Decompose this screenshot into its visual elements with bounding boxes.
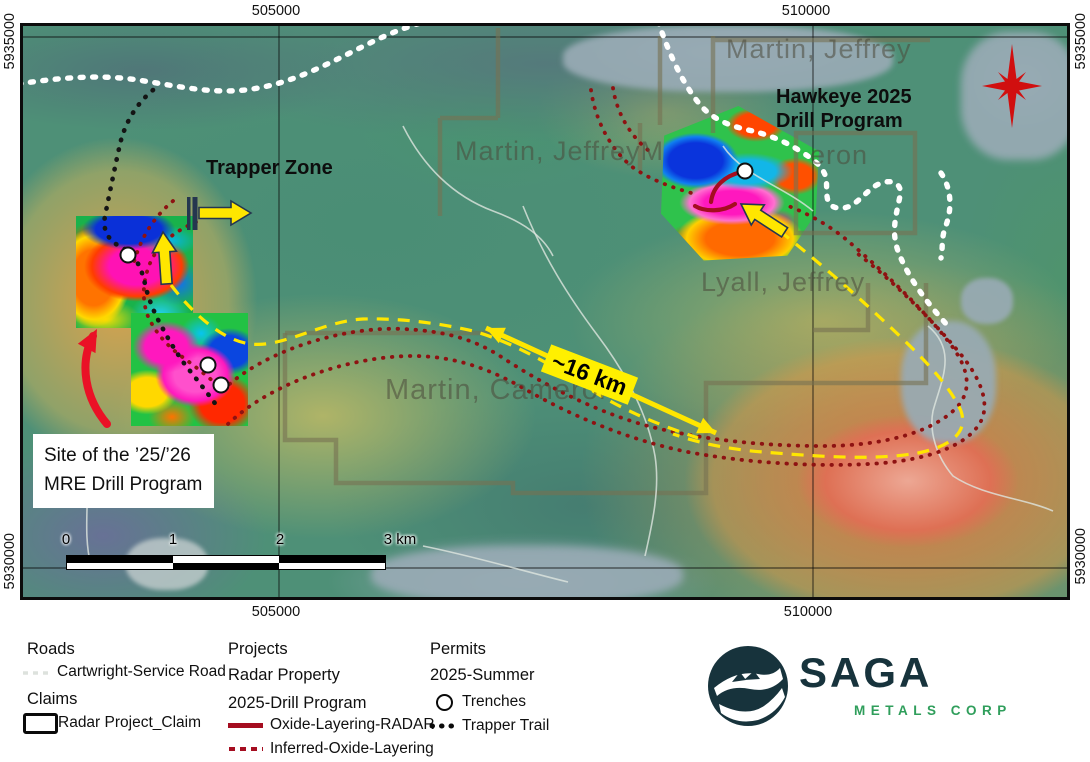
trail-dotted-symbol (429, 723, 462, 729)
compass-north-icon (982, 44, 1042, 128)
road-dashed-symbol (23, 671, 53, 675)
legend-claims-header: Claims (27, 690, 78, 708)
northing-label-bottomleft: 5930000 (2, 533, 18, 590)
trapper-zone-label: Trapper Zone (206, 157, 333, 179)
easting-label-top-505000: 505000 (251, 3, 301, 19)
yellow-dashed-corridor (169, 216, 965, 459)
easting-label-top-510000: 510000 (781, 3, 831, 19)
easting-label-bottom-510000: 510000 (783, 604, 833, 620)
claim-rect-symbol (23, 713, 58, 734)
annotation-arrows (150, 193, 792, 286)
cartwright-service-road-line (23, 26, 953, 329)
trapper-trail-line (102, 87, 220, 409)
mre-note-box: Site of the ’25/’26 MRE Drill Program (33, 434, 215, 508)
mre-note-line2: MRE Drill Program (44, 473, 203, 495)
map-canvas: Martin, Jeffrey Martin, JeffreyM eron Ly… (20, 23, 1070, 600)
oxide-layering-radar-line (692, 169, 744, 213)
legend-oxide-item: Oxide-Layering-RADAR (270, 716, 435, 733)
trench-markers (119, 162, 754, 394)
northing-label-topleft: 5935000 (2, 13, 18, 70)
legend-permits-header: Permits (430, 640, 486, 658)
scalebar-tick-2: 2 (275, 531, 285, 548)
scalebar-tick-3: 3 km (383, 531, 417, 548)
legend-road-item: Cartwright-Service Road (57, 663, 226, 680)
scalebar-tick-0: 0 (61, 531, 71, 548)
legend-2025-summer: 2025-Summer (430, 666, 535, 684)
map-linework (23, 26, 1067, 597)
claim-label-martin-jeffrey: Martin, Jeffrey (726, 34, 912, 64)
scalebar-tick-1: 1 (168, 531, 178, 548)
lake-small-right (961, 278, 1013, 324)
mre-callout-arrow (77, 329, 111, 428)
hawkeye-label: Hawkeye 2025 Drill Program (776, 86, 912, 133)
logo-title: SAGA (799, 649, 933, 696)
northing-label-topright: 5935000 (1073, 13, 1089, 70)
legend-trenches-item: Trenches (462, 693, 527, 710)
claim-label-lyall-jeffrey: Lyall, Jeffrey (701, 267, 866, 297)
hawkeye-label-line2: Drill Program (776, 109, 903, 132)
oxide-dashed-symbol (229, 747, 263, 751)
legend-inferred-item: Inferred-Oxide-Layering (270, 740, 434, 757)
legend-projects-header: Projects (228, 640, 288, 658)
saga-logo-icon (708, 646, 788, 726)
hawkeye-label-line1: Hawkeye 2025 (776, 86, 912, 108)
scalebar (66, 555, 386, 570)
claim-label-eron: eron (810, 140, 869, 170)
claim-label-martin-jeffreym: Martin, JeffreyM (455, 136, 665, 166)
logo-subtitle: METALS CORP (854, 703, 1012, 718)
trapper-magnetics-inset-lower (131, 313, 248, 426)
oxide-solid-symbol (228, 723, 263, 728)
mre-note-line1: Site of the ’25/’26 (44, 445, 191, 466)
legend-roads-header: Roads (27, 640, 75, 658)
legend-drill-program: 2025-Drill Program (228, 694, 367, 712)
legend-trail-item: Trapper Trail (462, 717, 550, 734)
legend-claim-item: Radar Project_Claim (58, 714, 201, 731)
trench-circle-symbol (436, 694, 453, 711)
easting-label-bottom-505000: 505000 (251, 604, 301, 620)
grid-lines (23, 26, 1067, 597)
legend-radar-property: Radar Property (228, 666, 340, 684)
northing-label-bottomright: 5930000 (1073, 528, 1089, 585)
